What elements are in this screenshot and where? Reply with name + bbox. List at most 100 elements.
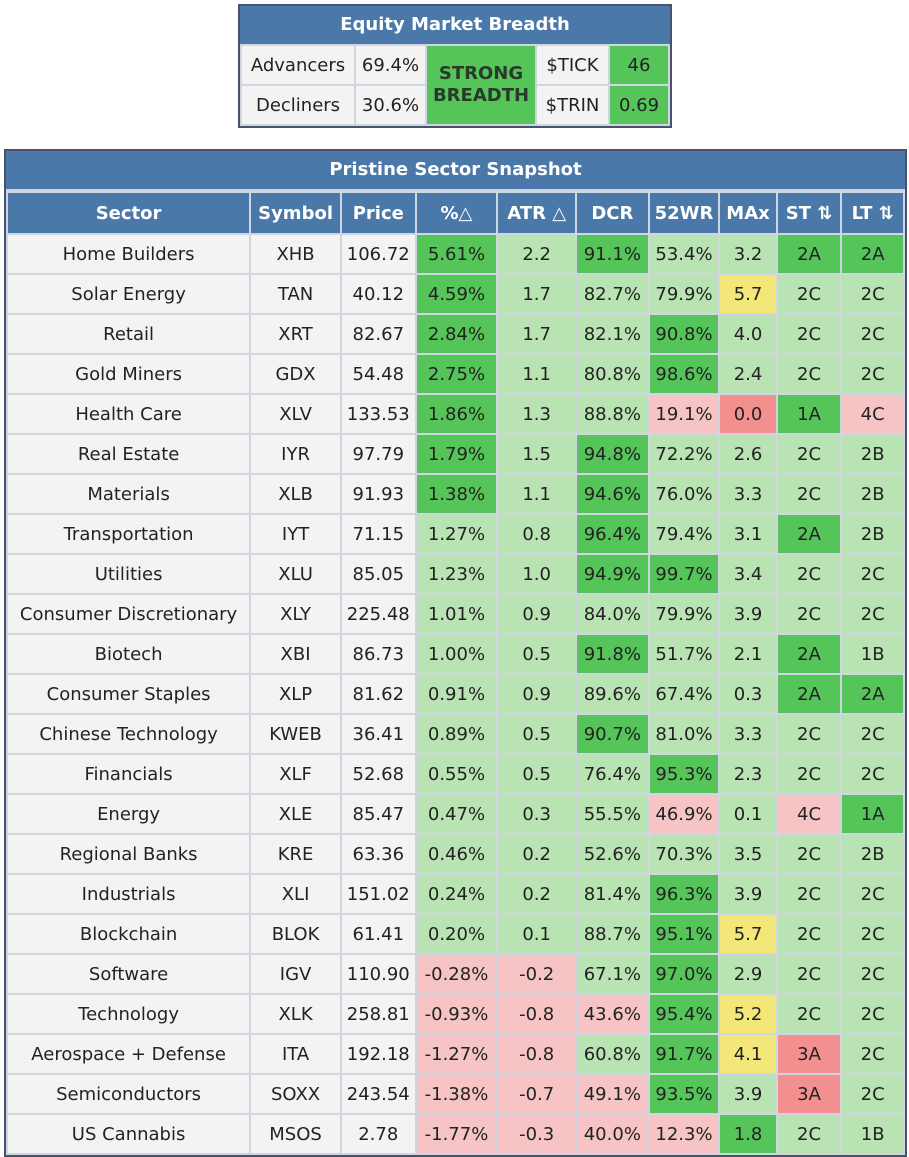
max-cell: 3.5 [718, 833, 778, 875]
table-row: Gold Miners GDX 54.48 2.75% 1.1 80.8% 98.6% 2.4… [5, 353, 905, 395]
price-cell: 243.54 [339, 1073, 417, 1115]
symbol-cell: BLOK [249, 913, 342, 955]
column-header-symbol[interactable]: Symbol [249, 191, 342, 235]
atr-change-cell: -0.7 [496, 1073, 578, 1115]
max-cell: 3.2 [718, 233, 778, 275]
price-cell: 151.02 [339, 873, 417, 915]
dcr-cell: 90.7% [575, 713, 650, 755]
52wr-cell: 93.5% [647, 1073, 721, 1115]
price-cell: 81.62 [339, 673, 417, 715]
atr-change-cell: 1.7 [496, 273, 578, 315]
column-header-sector[interactable]: Sector [5, 191, 252, 235]
price-cell: 54.48 [339, 353, 417, 395]
sector-cell: Home Builders [5, 233, 252, 275]
sector-cell: Real Estate [5, 433, 252, 475]
st-cell: 2C [775, 993, 843, 1035]
symbol-cell: XLP [249, 673, 342, 715]
52wr-cell: 79.9% [647, 593, 721, 635]
tick-label: $TICK [535, 44, 610, 86]
atr-change-cell: 0.2 [496, 873, 578, 915]
lt-cell: 2C [840, 953, 905, 995]
52wr-cell: 90.8% [647, 313, 721, 355]
breadth-title: Equity Market Breadth [240, 6, 670, 44]
symbol-cell: XLF [249, 753, 342, 795]
column-header-dcr[interactable]: DCR [575, 191, 650, 235]
symbol-cell: XLI [249, 873, 342, 915]
52wr-cell: 98.6% [647, 353, 721, 395]
max-cell: 0.0 [718, 393, 778, 435]
table-row: Biotech XBI 86.73 1.00% 0.5 91.8% 51.7% 2.1 2A 1B [5, 633, 905, 675]
price-cell: 91.93 [339, 473, 417, 515]
symbol-cell: XLK [249, 993, 342, 1035]
column-header-st[interactable]: ST ⇅ [775, 191, 843, 235]
lt-cell: 1B [840, 1113, 905, 1155]
sector-table: Sector Symbol Price %△ ATR △ DCR 52WR MA… [5, 191, 905, 1155]
pct-change-cell: 1.38% [414, 473, 499, 515]
pct-change-cell: -0.93% [414, 993, 499, 1035]
decliners-value: 30.6% [354, 84, 427, 126]
pct-change-cell: -1.38% [414, 1073, 499, 1115]
52wr-cell: 76.0% [647, 473, 721, 515]
max-cell: 4.0 [718, 313, 778, 355]
table-row: Solar Energy TAN 40.12 4.59% 1.7 82.7% 79.9% 5.… [5, 273, 905, 315]
lt-cell: 2C [840, 353, 905, 395]
table-row: Technology XLK 258.81 -0.93% -0.8 43.6% 95.4% 5… [5, 993, 905, 1035]
breadth-status: STRONG BREADTH [425, 44, 537, 126]
pct-change-cell: 1.86% [414, 393, 499, 435]
sector-cell: Blockchain [5, 913, 252, 955]
column-header-pct-change[interactable]: %△ [414, 191, 499, 235]
symbol-cell: XHB [249, 233, 342, 275]
st-cell: 4C [775, 793, 843, 835]
st-cell: 2C [775, 873, 843, 915]
dcr-cell: 94.6% [575, 473, 650, 515]
column-header-lt[interactable]: LT ⇅ [840, 191, 905, 235]
table-row: Regional Banks KRE 63.36 0.46% 0.2 52.6% 70.3%… [5, 833, 905, 875]
dcr-cell: 88.7% [575, 913, 650, 955]
dcr-cell: 82.7% [575, 273, 650, 315]
pct-change-cell: 1.01% [414, 593, 499, 635]
dcr-cell: 81.4% [575, 873, 650, 915]
dcr-cell: 89.6% [575, 673, 650, 715]
symbol-cell: XLV [249, 393, 342, 435]
table-row: Health Care XLV 133.53 1.86% 1.3 88.8% 19.1% 0.… [5, 393, 905, 435]
price-cell: 2.78 [339, 1113, 417, 1155]
trin-label: $TRIN [535, 84, 610, 126]
sector-cell: Gold Miners [5, 353, 252, 395]
column-header-price[interactable]: Price [339, 191, 417, 235]
atr-change-cell: 0.5 [496, 713, 578, 755]
price-cell: 225.48 [339, 593, 417, 635]
symbol-cell: XBI [249, 633, 342, 675]
52wr-cell: 95.3% [647, 753, 721, 795]
max-cell: 2.4 [718, 353, 778, 395]
52wr-cell: 97.0% [647, 953, 721, 995]
st-cell: 2C [775, 1113, 843, 1155]
column-header-52wr[interactable]: 52WR [647, 191, 721, 235]
table-row: Real Estate IYR 97.79 1.79% 1.5 94.8% 72.2% 2.6… [5, 433, 905, 475]
52wr-cell: 46.9% [647, 793, 721, 835]
st-cell: 2C [775, 953, 843, 995]
st-cell: 1A [775, 393, 843, 435]
lt-cell: 2A [840, 233, 905, 275]
52wr-cell: 51.7% [647, 633, 721, 675]
52wr-cell: 53.4% [647, 233, 721, 275]
sector-cell: Software [5, 953, 252, 995]
52wr-cell: 79.9% [647, 273, 721, 315]
lt-cell: 2C [840, 273, 905, 315]
symbol-cell: GDX [249, 353, 342, 395]
symbol-cell: MSOS [249, 1113, 342, 1155]
lt-cell: 4C [840, 393, 905, 435]
column-header-atr-change[interactable]: ATR △ [496, 191, 578, 235]
dcr-cell: 91.8% [575, 633, 650, 675]
sector-cell: Transportation [5, 513, 252, 555]
sector-cell: Materials [5, 473, 252, 515]
st-cell: 3A [775, 1033, 843, 1075]
lt-cell: 2C [840, 1073, 905, 1115]
symbol-cell: XLY [249, 593, 342, 635]
sector-cell: Solar Energy [5, 273, 252, 315]
column-header-max[interactable]: MAx [718, 191, 778, 235]
dcr-cell: 52.6% [575, 833, 650, 875]
atr-change-cell: 0.8 [496, 513, 578, 555]
max-cell: 5.7 [718, 273, 778, 315]
pct-change-cell: 0.46% [414, 833, 499, 875]
pct-change-cell: 2.75% [414, 353, 499, 395]
